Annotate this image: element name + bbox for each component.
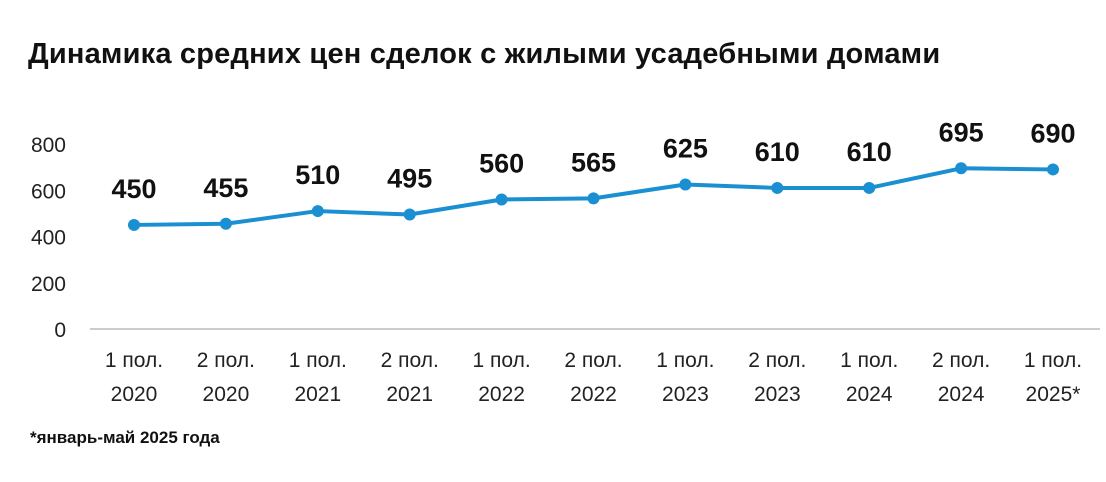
data-point — [128, 218, 140, 231]
data-label: 455 — [203, 173, 248, 203]
chart-title: Динамика средних цен сделок с жилыми уса… — [28, 38, 941, 70]
x-tick-label: 2023 — [662, 383, 709, 406]
x-tick-label: 2021 — [294, 383, 341, 406]
x-tick-label: 2024 — [938, 383, 985, 406]
x-tick-label: 2021 — [386, 383, 433, 406]
x-tick-label: 2 пол. — [564, 349, 622, 372]
data-label: 450 — [111, 174, 156, 204]
data-point — [311, 205, 324, 218]
data-point — [1047, 163, 1059, 176]
x-tick-label: 1 пол. — [656, 349, 714, 372]
x-tick-label: 2022 — [570, 383, 617, 406]
x-tick-label: 1 пол. — [289, 349, 347, 372]
y-tick-label: 200 — [31, 273, 66, 296]
data-point — [495, 193, 508, 206]
x-tick-label: 1 пол. — [105, 349, 163, 372]
data-label: 565 — [571, 147, 616, 177]
x-tick-label: 2020 — [111, 383, 158, 406]
data-label: 495 — [387, 164, 432, 194]
data-point — [955, 162, 968, 175]
x-tick-label: 2 пол. — [381, 349, 439, 372]
data-label: 510 — [295, 160, 340, 190]
y-tick-label: 600 — [31, 180, 66, 203]
data-point — [771, 181, 784, 194]
x-tick-label: 2 пол. — [197, 349, 255, 372]
data-label: 625 — [663, 133, 708, 163]
footnote: *январь-май 2025 года — [30, 428, 220, 447]
data-point — [403, 208, 416, 221]
data-point — [219, 217, 232, 230]
y-tick-label: 400 — [31, 227, 66, 250]
data-label: 610 — [755, 137, 800, 167]
x-tick-label: 2020 — [203, 383, 250, 406]
data-label: 560 — [479, 149, 524, 179]
data-label: 695 — [939, 117, 984, 147]
x-tick-label: 2023 — [754, 383, 801, 406]
y-tick-label: 800 — [31, 134, 66, 157]
data-label: 610 — [847, 137, 892, 167]
x-tick-label: 2 пол. — [932, 349, 990, 372]
data-point — [587, 192, 600, 205]
x-tick-label: 2025* — [1026, 383, 1081, 406]
data-point — [679, 178, 692, 191]
x-tick-label: 2 пол. — [748, 349, 806, 372]
x-tick-label: 2024 — [846, 383, 893, 406]
x-tick-label: 1 пол. — [840, 349, 898, 372]
data-label: 690 — [1030, 118, 1075, 148]
data-point — [863, 181, 876, 194]
x-tick-label: 1 пол. — [1024, 349, 1082, 372]
x-tick-label: 1 пол. — [472, 349, 530, 372]
x-tick-label: 2022 — [478, 383, 525, 406]
y-tick-label: 0 — [54, 319, 66, 342]
